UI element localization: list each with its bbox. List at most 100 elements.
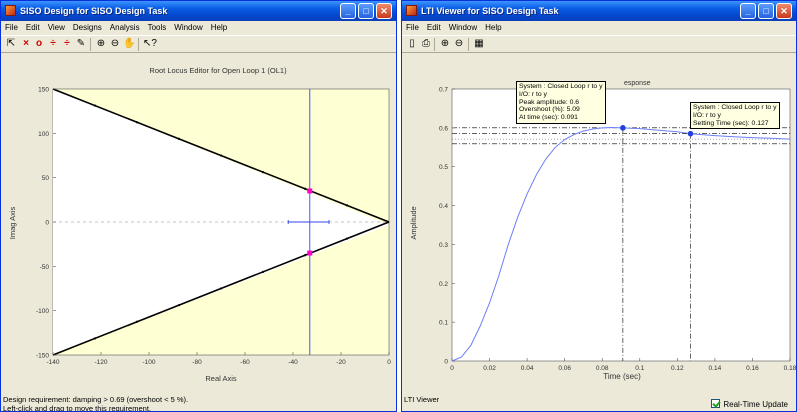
step-response-ylabel: Amplitude bbox=[409, 206, 418, 239]
peak-tip-line: Overshoot (%): 5.09 bbox=[519, 106, 580, 114]
x-tick-label: -100 bbox=[142, 359, 155, 366]
siso-toolbar: ⇱ × o ÷ ÷ ✎ ⊕ ⊖ ✋ ↖? bbox=[1, 35, 396, 53]
menu-file[interactable]: File bbox=[5, 23, 18, 32]
new-file-icon[interactable]: ▯ bbox=[409, 38, 415, 49]
minimize-button[interactable]: _ bbox=[740, 3, 756, 19]
locus-point bbox=[177, 304, 181, 307]
x-tick-label: 0.14 bbox=[709, 365, 722, 372]
menu-help[interactable]: Help bbox=[210, 23, 228, 32]
x-tick-label: -120 bbox=[94, 359, 107, 366]
peak-tip-line: Peak amplitude: 0.6 bbox=[519, 98, 580, 106]
pan-hand-icon[interactable]: ✋ bbox=[123, 38, 136, 49]
lti-toolbar: ▯ ⎙ ⊕ ⊖ ▦ bbox=[402, 35, 796, 53]
x-tick-label: -60 bbox=[240, 359, 250, 366]
close-button[interactable]: ✕ bbox=[776, 3, 792, 19]
menu-file[interactable]: File bbox=[406, 23, 419, 32]
maximize-button[interactable]: □ bbox=[758, 3, 774, 19]
toolbar-separator bbox=[138, 38, 139, 51]
eraser-icon[interactable]: ✎ bbox=[76, 38, 86, 49]
y-tick-label: 0 bbox=[45, 220, 49, 227]
menu-tools[interactable]: Tools bbox=[147, 23, 167, 32]
lti-status: LTI Viewer bbox=[404, 395, 440, 404]
realtime-update-label: Real-Time Update bbox=[723, 400, 788, 409]
zoom-in-icon[interactable]: ⊕ bbox=[96, 38, 106, 49]
toolbar-separator bbox=[468, 38, 469, 51]
x-tick-label: 0.02 bbox=[483, 365, 496, 372]
step-response-title: esponse bbox=[624, 80, 651, 87]
y-tick-label: -100 bbox=[36, 308, 49, 315]
x-tick-label: 0.1 bbox=[635, 365, 644, 372]
step-response-line bbox=[451, 126, 791, 362]
siso-status-requirement: Design requirement: damping > 0.69 (over… bbox=[3, 395, 189, 404]
lti-viewer-window: LTI Viewer for SISO Design Task _ □ ✕ Fi… bbox=[401, 0, 797, 412]
add-complex-zero-icon[interactable]: ÷ bbox=[64, 38, 70, 49]
step-response-ticks: 0 0.02 0.04 0.06 0.08 0.1 0.12 0.14 0.16 0.18 0.7 0… bbox=[439, 87, 796, 373]
settling-time-datatip[interactable]: System : Closed Loop r to y I/O: r to y … bbox=[690, 102, 780, 130]
help-pointer-icon[interactable]: ↖? bbox=[143, 38, 157, 49]
maximize-button[interactable]: □ bbox=[358, 3, 374, 19]
menu-window[interactable]: Window bbox=[448, 23, 478, 32]
plot-config-icon[interactable]: ▦ bbox=[474, 38, 484, 49]
matlab-app-icon bbox=[5, 5, 16, 16]
locus-point bbox=[345, 237, 349, 240]
y-tick-label: 100 bbox=[38, 131, 49, 138]
add-pole-icon[interactable]: × bbox=[23, 38, 29, 49]
y-tick-label: 0.5 bbox=[439, 164, 448, 171]
menu-window[interactable]: Window bbox=[174, 23, 203, 32]
x-tick-label: 0.06 bbox=[558, 365, 571, 372]
y-tick-label: 0 bbox=[444, 359, 448, 366]
root-locus-ylabel: Imag Axis bbox=[8, 206, 17, 239]
settling-tip-line: Setting Time (sec): 0.127 bbox=[693, 119, 769, 127]
siso-design-window: SISO Design for SISO Design Task _ □ ✕ F… bbox=[0, 0, 397, 412]
toolbar-separator bbox=[434, 38, 435, 51]
locus-point bbox=[261, 171, 265, 174]
locus-point bbox=[135, 121, 139, 124]
peak-response-datatip[interactable]: System : Closed Loop r to y I/O: r to y … bbox=[516, 81, 606, 124]
lti-window-title: LTI Viewer for SISO Design Task bbox=[421, 6, 559, 16]
x-tick-label: 0.12 bbox=[671, 365, 684, 372]
y-tick-label: 150 bbox=[38, 87, 49, 94]
root-locus-svg[interactable]: Root Locus Editor for Open Loop 1 (OL1) … bbox=[1, 53, 396, 387]
settling-tip-line: I/O: r to y bbox=[693, 111, 721, 119]
zoom-out-icon[interactable]: ⊖ bbox=[110, 38, 120, 49]
menu-analysis[interactable]: Analysis bbox=[109, 23, 140, 32]
step-response-markers[interactable] bbox=[620, 125, 694, 137]
locus-point bbox=[135, 320, 139, 323]
root-locus-plot[interactable]: Root Locus Editor for Open Loop 1 (OL1) … bbox=[1, 53, 396, 387]
locus-point bbox=[303, 187, 307, 190]
locus-point bbox=[303, 254, 307, 257]
menu-view[interactable]: View bbox=[47, 23, 65, 32]
select-arrow-icon[interactable]: ⇱ bbox=[6, 38, 16, 49]
minimize-button[interactable]: _ bbox=[340, 3, 356, 19]
menu-edit[interactable]: Edit bbox=[25, 23, 40, 32]
print-icon[interactable]: ⎙ bbox=[422, 38, 430, 49]
y-tick-label: 0.4 bbox=[439, 203, 448, 210]
lti-titlebar[interactable]: LTI Viewer for SISO Design Task _ □ ✕ bbox=[402, 1, 796, 21]
step-response-axes[interactable] bbox=[451, 88, 791, 362]
realtime-update-checkbox[interactable] bbox=[711, 399, 721, 408]
y-tick-label: 0.2 bbox=[439, 281, 448, 288]
x-tick-label: 0.04 bbox=[521, 365, 534, 372]
toolbar-separator bbox=[90, 38, 91, 51]
settling-marker bbox=[687, 130, 694, 137]
close-button[interactable]: ✕ bbox=[376, 3, 392, 19]
menu-help[interactable]: Help bbox=[485, 23, 502, 32]
menu-edit[interactable]: Edit bbox=[426, 23, 441, 32]
add-complex-pole-icon[interactable]: ÷ bbox=[50, 38, 56, 49]
siso-status-hint: Left-click and drag to move this require… bbox=[3, 404, 151, 412]
locus-point bbox=[345, 204, 349, 207]
x-tick-label: 0.16 bbox=[746, 365, 759, 372]
zoom-out-icon[interactable]: ⊖ bbox=[454, 38, 464, 49]
add-zero-icon[interactable]: o bbox=[35, 38, 43, 49]
step-response-xlabel: Time (sec) bbox=[603, 372, 641, 381]
menu-designs[interactable]: Designs bbox=[72, 23, 102, 32]
realtime-update-toggle[interactable]: Real-Time Update bbox=[711, 399, 788, 409]
locus-point bbox=[261, 270, 265, 273]
zoom-in-icon[interactable]: ⊕ bbox=[440, 38, 450, 49]
x-tick-label: -80 bbox=[192, 359, 202, 366]
matlab-app-icon bbox=[406, 5, 417, 16]
siso-titlebar[interactable]: SISO Design for SISO Design Task _ □ ✕ bbox=[1, 1, 396, 21]
y-tick-label: -150 bbox=[36, 353, 49, 360]
step-response-curve bbox=[451, 126, 791, 362]
x-tick-label: 0 bbox=[450, 365, 454, 372]
